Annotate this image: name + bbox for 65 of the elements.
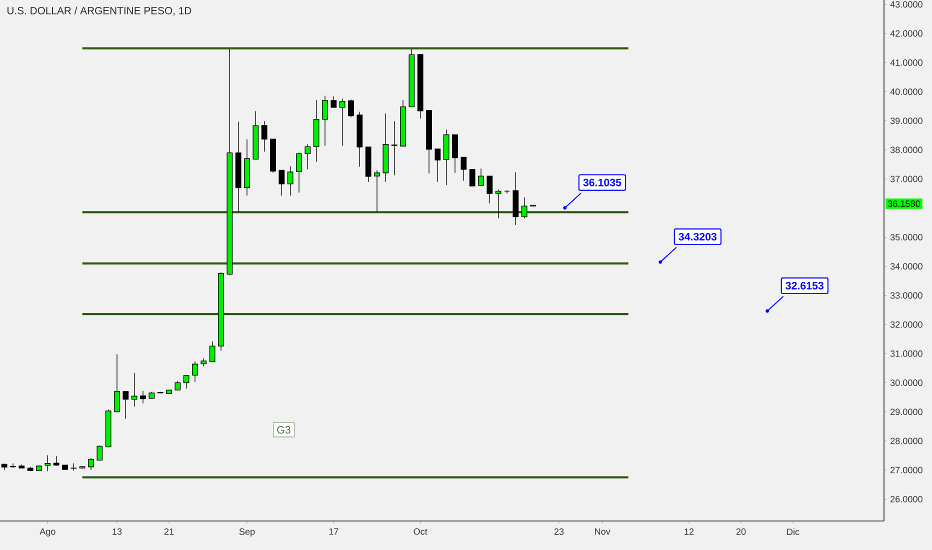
y-tick-label: 28.0000 (890, 438, 922, 444)
candlestick (374, 170, 380, 212)
candlestick (287, 166, 294, 196)
candlestick (460, 156, 467, 182)
y-tick-label: 35.0000 (890, 234, 922, 240)
candlestick (339, 98, 346, 146)
candlestick (192, 360, 198, 382)
candlestick (330, 96, 337, 108)
x-tick-label: Nov (595, 528, 610, 535)
y-tick-label: 43.0000 (890, 1, 922, 8)
candlestick (296, 152, 302, 194)
y-tick-label: 26.0000 (890, 496, 922, 502)
candlestick (478, 168, 484, 186)
candlestick (44, 454, 51, 472)
candlestick (183, 374, 190, 389)
candlestick (140, 390, 146, 404)
candlestick (96, 444, 103, 460)
candlestick (486, 176, 493, 204)
annotation: 34.3203 (678, 232, 717, 241)
y-tick-label: 41.0000 (890, 59, 922, 66)
x-tick-label: Dic (787, 528, 800, 536)
y-tick-label: 30.0000 (890, 380, 922, 386)
candlestick (495, 189, 502, 219)
x-tick-label: Oct (414, 528, 428, 535)
candlestick (469, 169, 476, 186)
candlestick (88, 458, 94, 470)
candlestick (122, 391, 129, 420)
text: 36.1580 (888, 200, 920, 207)
candlestick (131, 372, 138, 407)
annotation: 36.1035 (583, 178, 622, 186)
annotation: G3 (277, 426, 290, 434)
candlestick (114, 354, 120, 413)
candlestick (452, 134, 458, 174)
y-tick-label: 38.0000 (890, 146, 922, 154)
y-tick-label: 40.0000 (890, 88, 922, 95)
y-tick-label: 42.0000 (890, 30, 922, 37)
candlestick (521, 197, 528, 219)
y-tick-label: 37.0000 (890, 176, 922, 182)
candlestick (434, 148, 441, 182)
candlestick (174, 380, 181, 390)
y-tick-label: 39.0000 (890, 118, 922, 124)
candlestick (261, 120, 268, 152)
annotation: 32.6153 (786, 282, 824, 290)
y-tick-label: 29.0000 (890, 408, 922, 416)
text: U.S. DOLLAR / ARGENTINE PESO, 1D (8, 6, 192, 16)
y-tick-label: 32.0000 (890, 321, 922, 328)
candlestick (391, 120, 398, 176)
y-tick-label: 34.0000 (890, 263, 922, 270)
x-tick-label: 21 (164, 528, 174, 535)
x-tick-label: 17 (329, 528, 338, 535)
x-tick-label: 23 (554, 528, 564, 535)
candlestick (348, 99, 354, 118)
candlestick (322, 95, 328, 146)
candlestick (209, 341, 216, 362)
x-tick-label: Ago (40, 528, 56, 536)
candlestick (304, 144, 311, 170)
x-tick-label: 13 (112, 528, 122, 535)
x-tick-label: 20 (736, 528, 746, 535)
y-tick-label: 33.0000 (890, 292, 922, 299)
x-tick-label: 12 (684, 528, 694, 535)
candlestick (278, 170, 285, 196)
y-tick-label: 27.0000 (890, 466, 922, 474)
candlestick (504, 190, 510, 194)
y-tick-label: 31.0000 (890, 350, 922, 357)
x-tick-label: Sep (239, 528, 255, 537)
